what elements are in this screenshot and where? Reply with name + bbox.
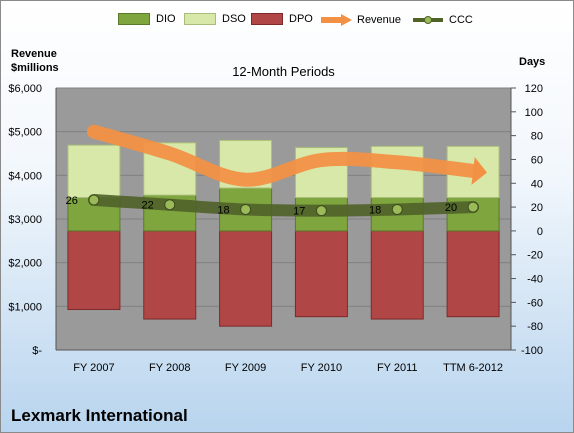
y-right-tick-label: 80 — [531, 131, 543, 143]
x-tick-label: TTM 6-2012 — [443, 362, 503, 374]
y-right-tick-label: -20 — [527, 250, 543, 262]
legend-dpo-label: DPO — [289, 13, 313, 25]
x-tick-label: FY 2011 — [377, 362, 418, 374]
y-left-axis-title: Revenue $millions — [11, 48, 59, 74]
bar-dpo — [370, 230, 424, 320]
y-right-tick-label: 20 — [531, 202, 543, 214]
legend-dio-swatch — [118, 13, 150, 25]
ccc-data-label: 22 — [142, 200, 154, 212]
y-right-tick-label: 120 — [525, 83, 543, 95]
legend-dpo: DPO — [251, 13, 313, 25]
y-left-tick-label: $2,000 — [8, 258, 42, 270]
y-left-tick-label: $6,000 — [8, 83, 42, 95]
legend-dso-swatch — [184, 13, 216, 25]
y-left-tick-label: $3,000 — [8, 214, 42, 226]
x-tick-label: FY 2010 — [301, 362, 342, 374]
ccc-line — [87, 193, 480, 217]
ccc-data-label: 17 — [293, 206, 305, 218]
bar-dpo — [294, 230, 348, 318]
y-right-tick-label: -100 — [521, 345, 543, 357]
legend-revenue-arrow — [321, 14, 352, 26]
ccc-point — [315, 205, 327, 217]
y-right-tick-label: -80 — [527, 321, 543, 333]
ccc-point — [88, 194, 100, 206]
legend-ccc-line — [413, 16, 443, 24]
bar-dpo — [143, 230, 197, 320]
ccc-point — [467, 201, 479, 213]
y-right-tick-label: -40 — [527, 274, 543, 286]
legend-dso: DSO — [184, 13, 246, 25]
legend-dio-label: DIO — [156, 13, 176, 25]
y-left-tick-label: $4,000 — [8, 170, 42, 182]
legend-ccc-label: CCC — [449, 14, 473, 26]
chart-canvas: $- $1,000 $2,000 $3,000 $4,000 $5,000 $6,000 -1… — [8, 64, 543, 374]
legend-revenue-label: Revenue — [357, 14, 402, 26]
legend-dio: DIO — [118, 13, 176, 25]
chart-title: 12-Month Periods — [232, 64, 335, 79]
y-right-axis-title: Days — [519, 56, 546, 68]
x-tick-label: FY 2008 — [149, 362, 190, 374]
revenue-line — [86, 124, 481, 187]
bar-dpo — [446, 230, 500, 318]
y-right-tick-label: 40 — [531, 178, 543, 190]
legend-ccc: CCC — [411, 13, 473, 27]
y-right-tick-label: 100 — [525, 107, 543, 119]
ccc-data-label: 18 — [369, 204, 381, 216]
legend-revenue: Revenue — [319, 13, 401, 27]
x-tick-label: FY 2007 — [73, 362, 114, 374]
legend-dso-label: DSO — [222, 13, 246, 25]
ccc-data-label: 26 — [66, 195, 78, 207]
x-tick-label: FY 2009 — [225, 362, 266, 374]
legend-dpo-swatch — [251, 13, 283, 25]
ccc-point — [240, 203, 252, 215]
ccc-point — [391, 203, 403, 215]
bar-dso — [67, 144, 121, 199]
y-right-tick-label: 0 — [537, 226, 543, 238]
y-right-tick-label: -60 — [527, 297, 543, 309]
bar-dpo — [67, 230, 121, 311]
ccc-data-label: 20 — [445, 202, 457, 214]
revenue-arrowhead — [471, 157, 487, 185]
ccc-data-label: 18 — [217, 204, 229, 216]
legend: DIO DSO DPO Revenue CCC — [1, 13, 573, 33]
y-left-tick-label: $- — [32, 345, 42, 357]
y-left-tick-label: $5,000 — [8, 127, 42, 139]
y-left-tick-label: $1,000 — [8, 301, 42, 313]
company-name: Lexmark International — [11, 406, 188, 425]
ccc-point — [164, 199, 176, 211]
y-right-tick-label: 60 — [531, 154, 543, 166]
bar-dpo — [219, 230, 273, 327]
